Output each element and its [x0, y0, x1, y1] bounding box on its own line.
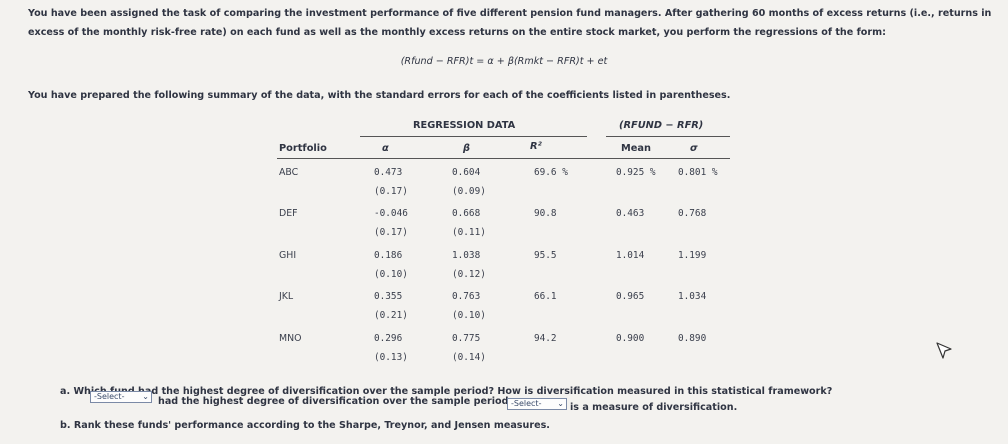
cell-beta-se: (0.11) — [452, 227, 486, 238]
select-fund-value: -Select- — [94, 392, 125, 401]
col-header-beta: β — [463, 143, 471, 154]
cell-beta: 0.604 — [452, 167, 481, 178]
cell-r2: 69.6 % — [534, 167, 568, 178]
cell-mean: 1.014 — [616, 250, 645, 261]
regression-header-rule — [360, 136, 587, 137]
cell-mean: 0.463 — [616, 208, 645, 219]
rfund-header-rule — [606, 136, 730, 137]
cell-beta: 0.668 — [452, 208, 481, 219]
cell-portfolio: ABC — [279, 167, 299, 178]
intro-line-2: excess of the monthly risk-free rate) on… — [28, 27, 886, 38]
question-a-middle-text: had the highest degree of diversificatio… — [158, 396, 513, 407]
cell-r2: 95.5 — [534, 250, 557, 261]
cell-r2: 90.8 — [534, 208, 557, 219]
summary-intro: You have prepared the following summary … — [28, 90, 731, 101]
cell-r2: 94.2 — [534, 333, 557, 344]
col-header-r2: R² — [530, 141, 542, 152]
header-regression-data: REGRESSION DATA — [413, 120, 516, 131]
cell-sigma: 0.801 % — [678, 167, 718, 178]
cell-r2: 66.1 — [534, 291, 557, 302]
cell-alpha: 0.355 — [374, 291, 403, 302]
cell-alpha: 0.473 — [374, 167, 403, 178]
cell-portfolio: MNO — [279, 333, 302, 344]
mouse-pointer-icon — [936, 342, 952, 359]
column-header-rule — [277, 158, 730, 159]
cell-sigma: 0.768 — [678, 208, 707, 219]
cell-beta-se: (0.09) — [452, 186, 486, 197]
cell-sigma: 1.034 — [678, 291, 707, 302]
select-measure-value: -Select- — [511, 399, 542, 408]
cell-alpha-se: (0.10) — [374, 269, 408, 280]
cell-beta: 1.038 — [452, 250, 481, 261]
cell-mean: 0.965 — [616, 291, 645, 302]
cell-alpha-se: (0.13) — [374, 352, 408, 363]
cell-mean: 0.900 — [616, 333, 645, 344]
cell-beta-se: (0.10) — [452, 310, 486, 321]
cell-portfolio: GHI — [279, 250, 297, 261]
col-header-mean: Mean — [621, 143, 651, 154]
cell-alpha: 0.186 — [374, 250, 403, 261]
question-a-end-text: is a measure of diversification. — [570, 402, 738, 413]
col-header-portfolio: Portfolio — [279, 143, 327, 154]
question-b-text: b. Rank these funds' performance accordi… — [60, 420, 550, 431]
regression-formula: (Rfund − RFR)t = α + β(Rmkt − RFR)t + et — [400, 56, 608, 67]
cell-alpha-se: (0.17) — [374, 227, 408, 238]
col-header-sigma: σ — [690, 143, 698, 154]
cell-beta-se: (0.12) — [452, 269, 486, 280]
col-header-alpha: α — [382, 143, 389, 154]
cell-portfolio: JKL — [279, 291, 294, 302]
problem-intro: You have been assigned the task of compa… — [28, 4, 1003, 42]
cell-beta: 0.763 — [452, 291, 481, 302]
cell-alpha: 0.296 — [374, 333, 403, 344]
cell-sigma: 0.890 — [678, 333, 707, 344]
header-rfund-rfr: (RFUND − RFR) — [619, 120, 704, 131]
chevron-down-icon: ⌄ — [557, 399, 564, 408]
cell-beta: 0.775 — [452, 333, 481, 344]
chevron-down-icon: ⌄ — [142, 392, 149, 401]
cell-alpha-se: (0.17) — [374, 186, 408, 197]
cell-mean: 0.925 % — [616, 167, 656, 178]
question-a-text: a. Which fund had the highest degree of … — [60, 386, 833, 397]
select-measure-dropdown[interactable]: -Select- ⌄ — [507, 398, 567, 410]
select-fund-dropdown[interactable]: -Select- ⌄ — [90, 391, 152, 403]
cell-beta-se: (0.14) — [452, 352, 486, 363]
cell-alpha: -0.046 — [374, 208, 408, 219]
cell-portfolio: DEF — [279, 208, 298, 219]
cell-alpha-se: (0.21) — [374, 310, 408, 321]
intro-line-1: You have been assigned the task of compa… — [28, 8, 992, 19]
cell-sigma: 1.199 — [678, 250, 707, 261]
